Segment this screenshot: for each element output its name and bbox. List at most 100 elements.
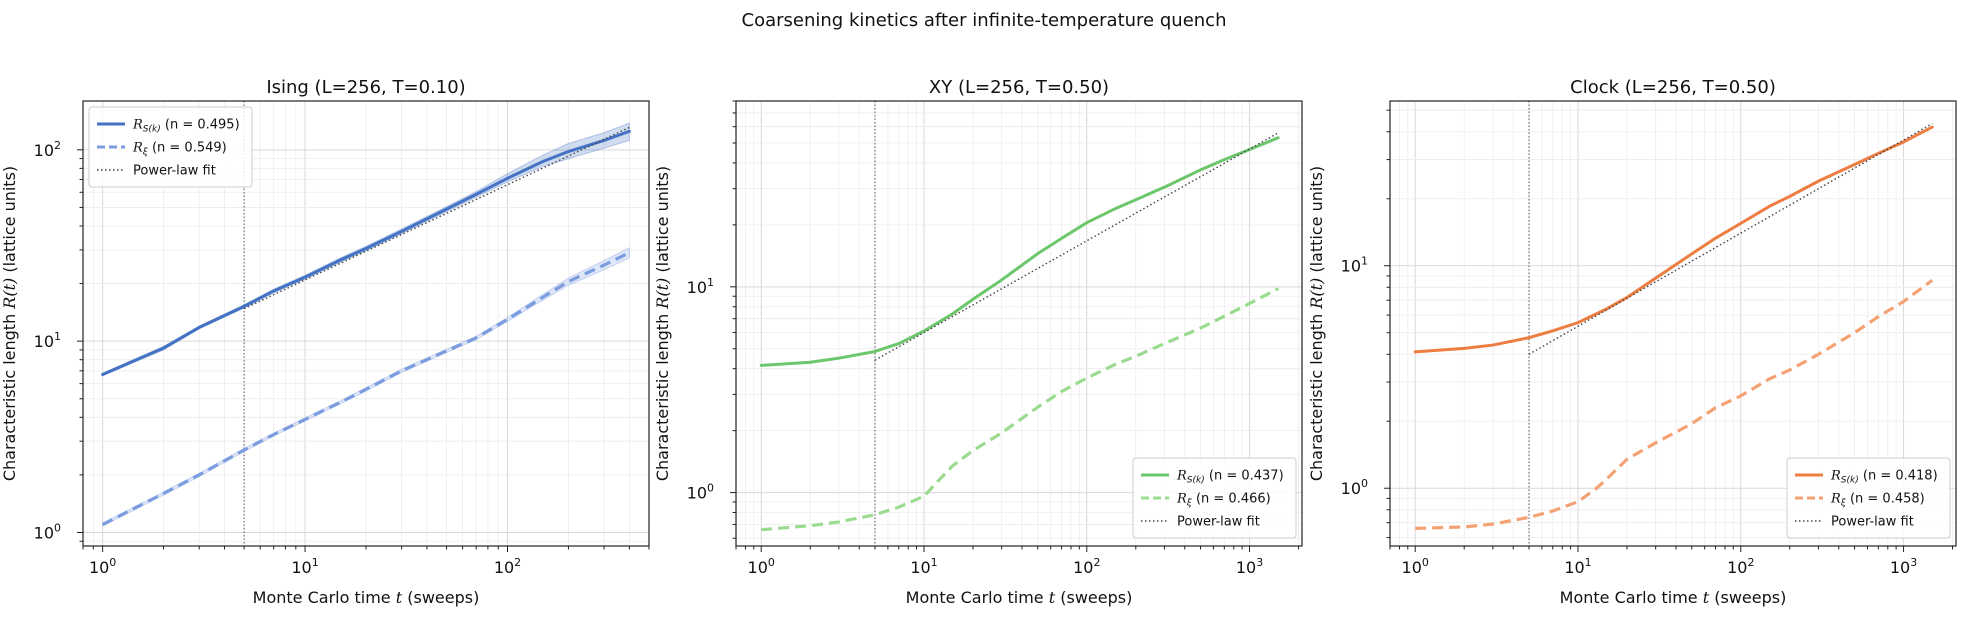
series-line-1	[101, 129, 631, 376]
series-line-3	[1528, 123, 1933, 355]
series-line-3	[243, 126, 630, 310]
x-tick-exponent: 1	[312, 556, 319, 569]
chart-title: Ising (L=256, T=0.10)	[266, 77, 465, 98]
legend-box	[1132, 457, 1297, 539]
x-tick-exponent: 1	[931, 556, 938, 569]
x-tick-exponent: 2	[514, 556, 521, 569]
axes-frame	[735, 100, 1303, 547]
legend-exponent-text: (n = 0.549)	[148, 141, 227, 156]
legend: RS(k) (n = 0.495)Rξ (n = 0.549)Power-law…	[88, 106, 253, 188]
legend-exponent-text: (n = 0.466)	[1192, 492, 1271, 507]
plot-area	[1413, 123, 1934, 530]
legend-symbol: R	[132, 118, 143, 133]
chart-title: Clock (L=256, T=0.50)	[1570, 77, 1776, 98]
series-line-2	[101, 251, 631, 527]
x-tick-exponent: 3	[1256, 556, 1263, 569]
legend-label-2: Rξ (n = 0.466)	[1176, 492, 1271, 509]
legend-label-2: Rξ (n = 0.458)	[1830, 492, 1925, 509]
legend-symbol: R	[1830, 469, 1841, 484]
x-tick-exponent: 2	[1747, 556, 1754, 569]
y-axis-label: Characteristic length R(t) (lattice unit…	[653, 166, 672, 481]
x-axis-label-var: t	[1049, 588, 1056, 607]
x-tick-label: 103	[1890, 556, 1917, 577]
x-tick-label: 100	[1402, 556, 1429, 577]
y-tick-label: 100	[1341, 477, 1368, 498]
legend-label-1: RS(k) (n = 0.418)	[1830, 469, 1938, 486]
legend-exponent-text: (n = 0.418)	[1859, 469, 1938, 484]
y-axis-label: Characteristic length R(t) (lattice unit…	[0, 166, 19, 481]
x-tick-exponent: 0	[768, 556, 775, 569]
ticks	[77, 149, 650, 552]
legend-box	[88, 106, 253, 188]
x-tick-label: 100	[748, 556, 775, 577]
legend-exponent-text: (n = 0.437)	[1205, 469, 1284, 484]
legend-label-3: Power-law fit	[133, 164, 216, 179]
x-tick-exponent: 0	[1422, 556, 1429, 569]
legend-label-3: Power-law fit	[1177, 515, 1260, 530]
legend-symbol: R	[1830, 492, 1841, 507]
legend-subscript: S(k)	[1841, 476, 1859, 486]
y-tick-exponent: 1	[707, 276, 714, 289]
plot-area	[759, 132, 1280, 532]
series-line-1	[759, 136, 1280, 367]
y-tick-exponent: 1	[1361, 255, 1368, 268]
y-tick-label: 101	[34, 330, 61, 351]
x-tick-label: 100	[89, 556, 116, 577]
x-tick-exponent: 3	[1910, 556, 1917, 569]
series-line-2	[761, 287, 1279, 532]
x-tick-label: 101	[910, 556, 937, 577]
y-tick-exponent: 2	[54, 139, 61, 152]
x-tick-label: 103	[1236, 556, 1263, 577]
x-axis-label-var: t	[1703, 588, 1710, 607]
axes-frame	[1389, 100, 1957, 547]
x-tick-label: 102	[494, 556, 521, 577]
chart-title: XY (L=256, T=0.50)	[929, 77, 1109, 98]
legend-subscript: ξ	[1186, 499, 1193, 509]
legend-exponent-text: (n = 0.495)	[161, 118, 240, 133]
y-tick-label: 100	[34, 521, 61, 542]
legend-symbol: R	[132, 141, 143, 156]
x-tick-exponent: 2	[1093, 556, 1100, 569]
x-tick-label: 101	[1564, 556, 1591, 577]
ticks	[1384, 109, 1954, 552]
y-axis-label: Characteristic length R(t) (lattice unit…	[1307, 166, 1326, 481]
legend-box	[1786, 457, 1951, 539]
y-axis-label-var: R(t)	[653, 278, 672, 310]
y-tick-exponent: 1	[54, 330, 61, 343]
y-tick-label: 100	[687, 482, 714, 503]
series-line-1	[1413, 125, 1934, 354]
legend-subscript: S(k)	[1187, 476, 1205, 486]
legend-subscript: S(k)	[143, 125, 161, 135]
x-tick-label: 102	[1727, 556, 1754, 577]
figure-suptitle: Coarsening kinetics after infinite-tempe…	[742, 10, 1227, 31]
legend: RS(k) (n = 0.418)Rξ (n = 0.458)Power-law…	[1786, 457, 1951, 539]
series-line-3	[874, 132, 1279, 361]
y-axis-label-var: R(t)	[0, 278, 19, 310]
x-tick-label: 102	[1073, 556, 1100, 577]
ticks	[730, 100, 1300, 552]
y-tick-exponent: 0	[54, 521, 61, 534]
legend-subscript: ξ	[1840, 499, 1847, 509]
legend-subscript: ξ	[142, 148, 149, 158]
series-line-2	[1415, 279, 1934, 530]
x-tick-exponent: 0	[109, 556, 116, 569]
legend-label-1: RS(k) (n = 0.495)	[132, 118, 240, 135]
y-tick-exponent: 0	[707, 482, 714, 495]
x-tick-label: 101	[291, 556, 318, 577]
legend: RS(k) (n = 0.437)Rξ (n = 0.466)Power-law…	[1132, 457, 1297, 539]
y-tick-label: 101	[1341, 255, 1368, 276]
legend-label-1: RS(k) (n = 0.437)	[1176, 469, 1284, 486]
legend-exponent-text: (n = 0.458)	[1846, 492, 1925, 507]
legend-label-3: Power-law fit	[1831, 515, 1914, 530]
y-tick-label: 101	[687, 276, 714, 297]
y-tick-exponent: 0	[1361, 477, 1368, 490]
plot-area	[101, 122, 631, 527]
x-axis-label-var: t	[396, 588, 403, 607]
x-axis-label: Monte Carlo time t (sweeps)	[253, 588, 480, 607]
legend-symbol: R	[1176, 469, 1187, 484]
y-axis-label-var: R(t)	[1307, 278, 1326, 310]
